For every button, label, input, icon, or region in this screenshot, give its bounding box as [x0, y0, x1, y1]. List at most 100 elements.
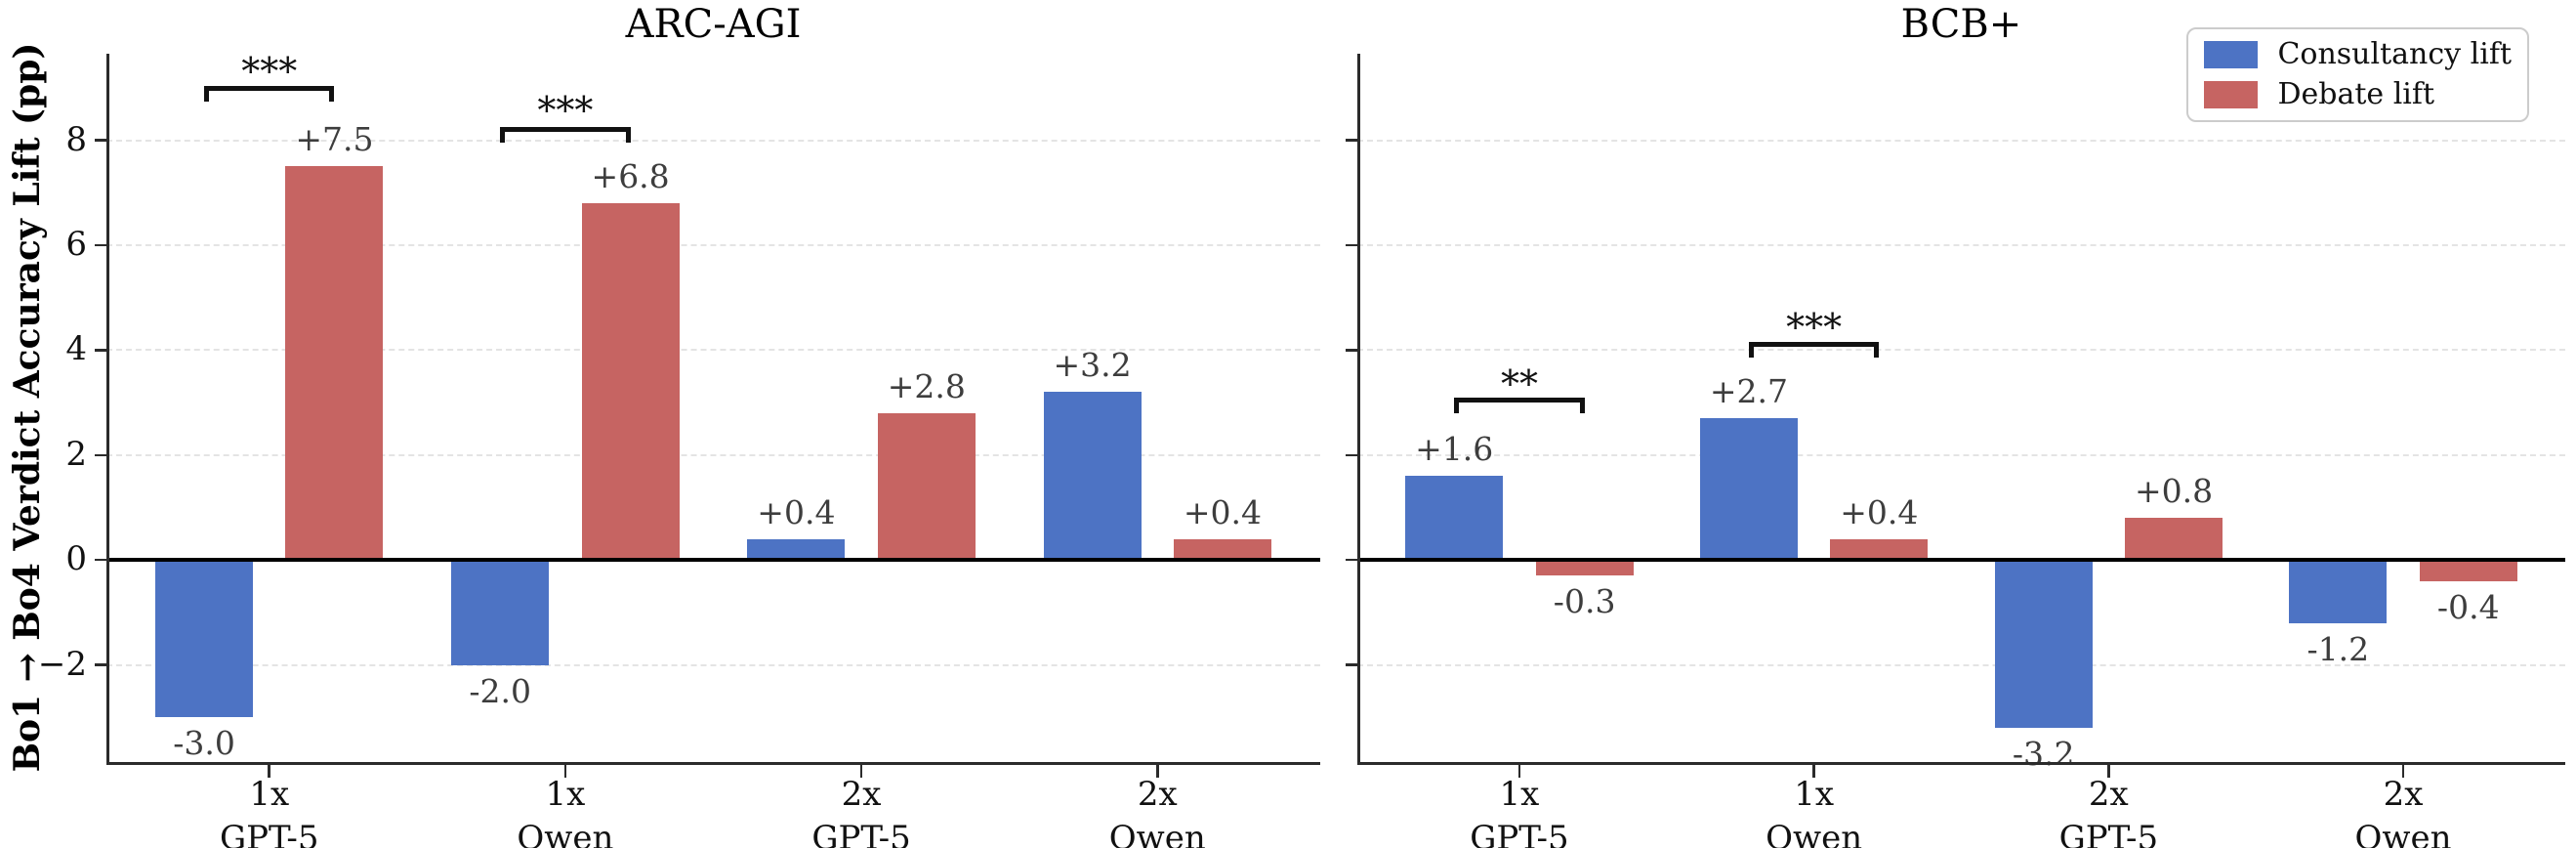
consultancy-bar — [1994, 560, 2093, 729]
legend-label-consultancy: Consultancy lift — [2277, 37, 2512, 71]
x-tick-label: 1x Qwen — [1766, 775, 1863, 848]
gridline — [1357, 453, 2565, 456]
bar-value-label: -2.0 — [469, 671, 532, 710]
bar-value-label: +0.4 — [1840, 492, 1919, 531]
legend-label-debate: Debate lift — [2277, 77, 2435, 111]
debate-bar — [877, 412, 976, 561]
significance-bracket — [1454, 397, 1585, 413]
gridline — [106, 244, 1320, 247]
bar-value-label: +3.2 — [1053, 346, 1132, 385]
bar-value-label: +2.7 — [1709, 372, 1789, 411]
plot-arc-agi: -3.0 -2.0 +0.4 +3.2 +7.5 +6.8 +2.8 +0.4 *** *** 8 6… — [38, 0, 1320, 848]
bar-value-label: -3.2 — [2012, 735, 2075, 774]
significance-bracket — [500, 127, 631, 144]
x-tick-label: 2x GPT-5 — [811, 775, 911, 848]
y-tick-label: 6 — [65, 224, 87, 264]
subplot-title-bcb: BCB+ — [1900, 2, 2022, 47]
y-tick-mark — [95, 139, 106, 142]
y-tick-mark — [1346, 349, 1357, 352]
y-tick-label: 8 — [65, 119, 87, 159]
gridline — [106, 453, 1320, 456]
bar-value-label: +0.4 — [757, 492, 836, 531]
y-tick-mark — [95, 349, 106, 352]
consultancy-bar — [1699, 418, 1798, 561]
debate-bar — [1173, 538, 1271, 561]
bar-value-label: +0.8 — [2134, 472, 2214, 511]
consultancy-bar — [451, 560, 550, 665]
y-tick-label: 0 — [65, 539, 87, 579]
gridline — [1357, 663, 2565, 666]
bar-value-label: +6.8 — [591, 157, 670, 196]
x-tick-label: 2x Qwen — [2354, 775, 2452, 848]
y-axis-spine — [106, 54, 109, 762]
y-tick-mark — [95, 663, 106, 666]
bar-value-label: +0.4 — [1183, 492, 1263, 531]
bar-value-label: -0.4 — [2436, 587, 2500, 626]
x-axis-spine — [106, 762, 1320, 765]
bar-value-label: -0.3 — [1553, 582, 1616, 621]
y-tick-mark — [1346, 663, 1357, 666]
consultancy-bar — [747, 538, 846, 561]
significance-bracket — [204, 86, 335, 103]
debate-bar — [1830, 538, 1929, 561]
bar-value-label: +7.5 — [295, 120, 374, 159]
consultancy-bar — [2289, 560, 2388, 623]
x-tick-label: 2x Qwen — [1108, 775, 1206, 848]
bar-value-label: +2.8 — [887, 366, 966, 405]
consultancy-swatch — [2204, 41, 2259, 68]
y-tick-mark — [95, 453, 106, 457]
plot-bcb: +1.6 +2.7 -3.2 -1.2 -0.3 +0.4 +0.8 -0.4 ** *** 1x … — [1346, 0, 2565, 848]
debate-bar — [1535, 560, 1634, 576]
y-tick-mark — [95, 243, 106, 247]
debate-swatch — [2204, 81, 2259, 108]
debate-bar — [285, 166, 384, 561]
x-tick-mark — [2401, 764, 2405, 778]
x-tick-mark — [1517, 764, 1521, 778]
bar-value-label: +1.6 — [1415, 430, 1494, 469]
y-tick-mark — [1346, 139, 1357, 142]
y-tick-mark — [1346, 558, 1357, 562]
x-tick-label: 2x GPT-5 — [2058, 775, 2159, 848]
debate-bar — [2125, 518, 2223, 561]
x-tick-label: 1x Qwen — [517, 775, 614, 848]
debate-bar — [581, 203, 680, 561]
y-tick-mark — [95, 558, 106, 562]
y-tick-label: 4 — [65, 329, 87, 369]
significance-stars: *** — [241, 49, 298, 93]
subplot-title-arc-agi: ARC-AGI — [625, 2, 802, 47]
y-tick-mark — [1346, 243, 1357, 247]
significance-bracket — [1748, 342, 1880, 359]
y-tick-mark — [1346, 453, 1357, 457]
significance-stars: ** — [1500, 361, 1538, 405]
significance-stars: *** — [1786, 305, 1843, 349]
significance-stars: *** — [537, 89, 594, 133]
y-axis-spine — [1357, 54, 1360, 762]
gridline — [1357, 349, 2565, 352]
gridline — [106, 663, 1320, 666]
x-tick-mark — [563, 764, 567, 778]
consultancy-bar — [155, 560, 254, 718]
x-tick-mark — [859, 764, 863, 778]
gridline — [106, 139, 1320, 142]
consultancy-bar — [1405, 476, 1504, 561]
gridline — [1357, 139, 2565, 142]
consultancy-bar — [1043, 392, 1142, 561]
bar-value-label: -1.2 — [2306, 629, 2370, 668]
gridline — [1357, 244, 2565, 247]
legend: Consultancy lift Debate lift — [2186, 27, 2529, 122]
x-tick-mark — [1156, 764, 1159, 778]
x-tick-label: 1x GPT-5 — [1470, 775, 1569, 848]
x-tick-mark — [268, 764, 270, 778]
x-tick-mark — [1812, 764, 1815, 778]
y-tick-label: 2 — [65, 434, 87, 474]
legend-item-debate: Debate lift — [2204, 79, 2512, 110]
zero-line — [106, 558, 1320, 563]
zero-line — [1357, 558, 2565, 563]
gridline — [106, 349, 1320, 352]
x-tick-mark — [2107, 764, 2110, 778]
legend-item-consultancy: Consultancy lift — [2204, 39, 2512, 70]
x-axis-spine — [1357, 762, 2565, 765]
debate-bar — [2419, 560, 2517, 581]
bar-value-label: -3.0 — [173, 724, 235, 763]
